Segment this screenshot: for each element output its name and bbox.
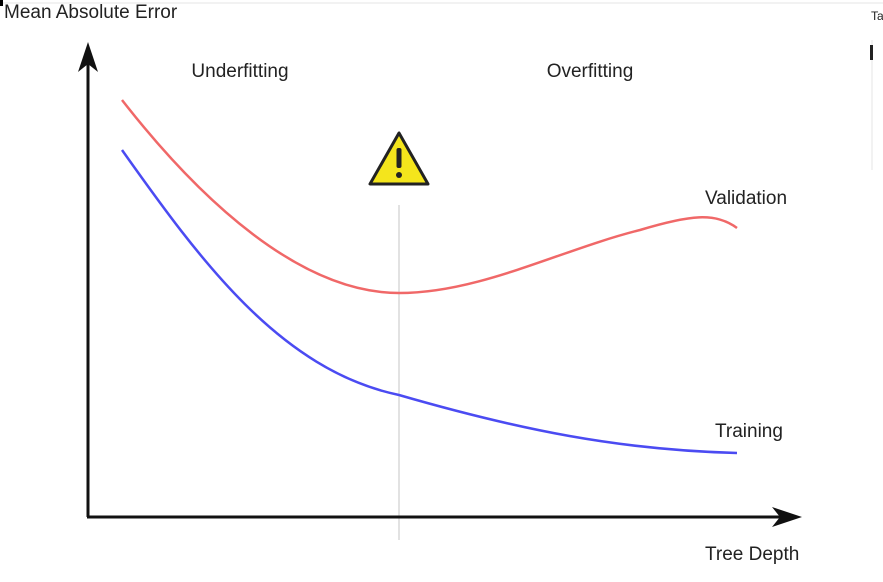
region-label: Overfitting bbox=[547, 61, 634, 82]
sidebar-text: Ta bbox=[871, 9, 883, 23]
x-arrow bbox=[772, 507, 802, 527]
sidebar-mark bbox=[870, 45, 873, 60]
corner-mark bbox=[0, 0, 3, 6]
training-curve bbox=[120, 149, 738, 455]
region-label: Underfitting bbox=[191, 61, 288, 82]
curve-label: Validation bbox=[705, 188, 787, 209]
warning-icon bbox=[368, 131, 430, 186]
x-axis-label: Tree Depth bbox=[705, 544, 799, 565]
validation-curve bbox=[121, 99, 738, 295]
title: Mean Absolute Error bbox=[4, 2, 178, 23]
curve-label: Training bbox=[715, 421, 783, 442]
y-arrow bbox=[78, 42, 98, 72]
